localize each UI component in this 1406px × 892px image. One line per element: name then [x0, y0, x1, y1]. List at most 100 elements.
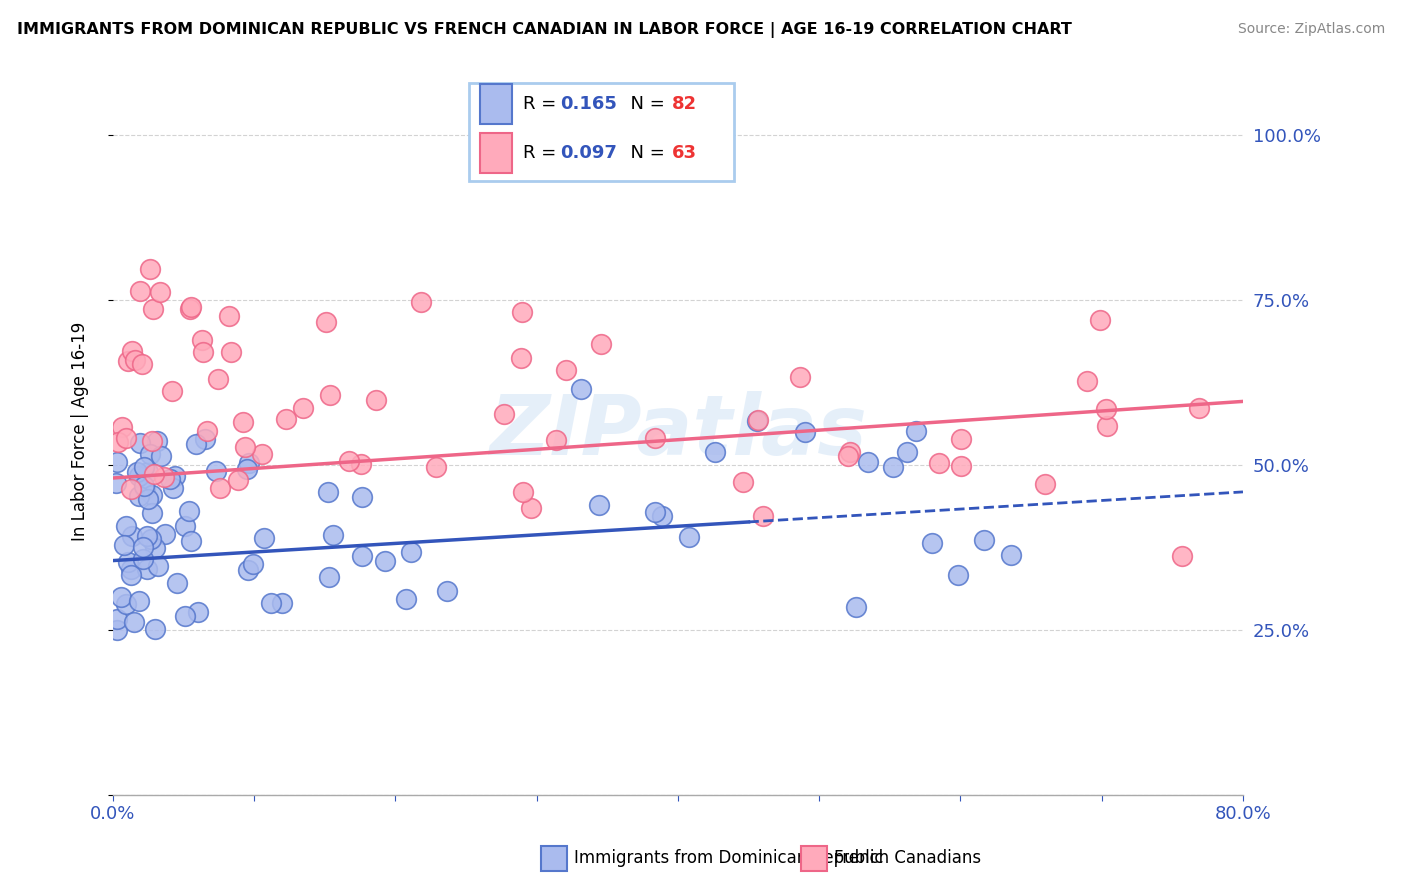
Point — [120, 568, 142, 582]
Point — [136, 492, 159, 507]
Point — [132, 478, 155, 492]
Point — [510, 351, 533, 365]
Point — [208, 481, 231, 495]
Point — [153, 526, 176, 541]
Point — [115, 597, 138, 611]
Point — [204, 464, 226, 478]
Point — [104, 475, 127, 490]
Point — [896, 445, 918, 459]
Y-axis label: In Labor Force | Age 16-19: In Labor Force | Age 16-19 — [72, 322, 89, 541]
Point — [180, 534, 202, 549]
Point — [928, 456, 950, 470]
Point — [752, 509, 775, 524]
Point — [111, 419, 134, 434]
FancyBboxPatch shape — [468, 83, 734, 181]
Point — [124, 353, 146, 368]
Point — [789, 370, 811, 384]
Point — [250, 447, 273, 461]
Point — [149, 450, 172, 464]
Point — [318, 485, 340, 500]
Point — [135, 529, 157, 543]
Point — [837, 449, 859, 463]
Point — [745, 414, 768, 428]
Point — [128, 594, 150, 608]
Point — [1033, 477, 1056, 491]
Point — [179, 504, 201, 518]
Point — [128, 468, 150, 483]
Point — [337, 453, 360, 467]
Point — [191, 333, 214, 347]
Text: ZIPatlas: ZIPatlas — [489, 392, 868, 472]
Point — [117, 555, 139, 569]
Point — [322, 527, 344, 541]
Point — [1094, 401, 1116, 416]
Point — [128, 489, 150, 503]
Point — [253, 531, 276, 545]
Point — [120, 562, 142, 576]
Point — [409, 295, 432, 310]
Point — [571, 382, 593, 396]
FancyBboxPatch shape — [479, 133, 512, 173]
Point — [135, 562, 157, 576]
Point — [114, 519, 136, 533]
Point — [105, 455, 128, 469]
Text: 0.165: 0.165 — [561, 95, 617, 113]
Point — [950, 458, 973, 473]
Point — [197, 424, 219, 438]
Point — [146, 558, 169, 573]
Point — [238, 563, 260, 577]
Point — [121, 529, 143, 543]
Point — [794, 425, 817, 440]
Point — [138, 465, 160, 479]
Text: 63: 63 — [672, 145, 697, 162]
Point — [882, 460, 904, 475]
Text: Source: ZipAtlas.com: Source: ZipAtlas.com — [1237, 22, 1385, 37]
Point — [143, 541, 166, 555]
Point — [510, 305, 533, 319]
Point — [184, 437, 207, 451]
Point — [904, 424, 927, 438]
Point — [152, 469, 174, 483]
Point — [555, 363, 578, 377]
Point — [131, 357, 153, 371]
Text: 82: 82 — [672, 95, 697, 113]
Point — [238, 456, 260, 470]
Point — [973, 533, 995, 547]
Point — [235, 462, 257, 476]
Text: IMMIGRANTS FROM DOMINICAN REPUBLIC VS FRENCH CANADIAN IN LABOR FORCE | AGE 16-19: IMMIGRANTS FROM DOMINICAN REPUBLIC VS FR… — [17, 22, 1071, 38]
Point — [401, 545, 423, 559]
Point — [644, 505, 666, 519]
Text: Immigrants from Dominican Republic: Immigrants from Dominican Republic — [574, 849, 883, 867]
Point — [132, 540, 155, 554]
Point — [173, 609, 195, 624]
Point — [134, 460, 156, 475]
Point — [120, 482, 142, 496]
Point — [291, 401, 314, 416]
Point — [141, 488, 163, 502]
Text: R =: R = — [523, 95, 562, 113]
Point — [105, 623, 128, 637]
Point — [1095, 419, 1118, 434]
Point — [231, 415, 253, 429]
Point — [274, 412, 297, 426]
Point — [122, 615, 145, 629]
Point — [704, 445, 727, 459]
Point — [271, 596, 294, 610]
Point — [166, 576, 188, 591]
Point — [218, 310, 240, 324]
Point — [143, 622, 166, 636]
Point — [233, 440, 256, 454]
Point — [1076, 374, 1098, 388]
Point — [145, 434, 167, 448]
Point — [194, 432, 217, 446]
Point — [226, 473, 249, 487]
Text: French Canadians: French Canadians — [834, 849, 981, 867]
Point — [546, 434, 568, 448]
Point — [242, 558, 264, 572]
Point — [141, 506, 163, 520]
Point — [436, 584, 458, 599]
Point — [318, 570, 340, 584]
Point — [845, 599, 868, 614]
Text: 0.097: 0.097 — [561, 145, 617, 162]
Point — [180, 300, 202, 314]
